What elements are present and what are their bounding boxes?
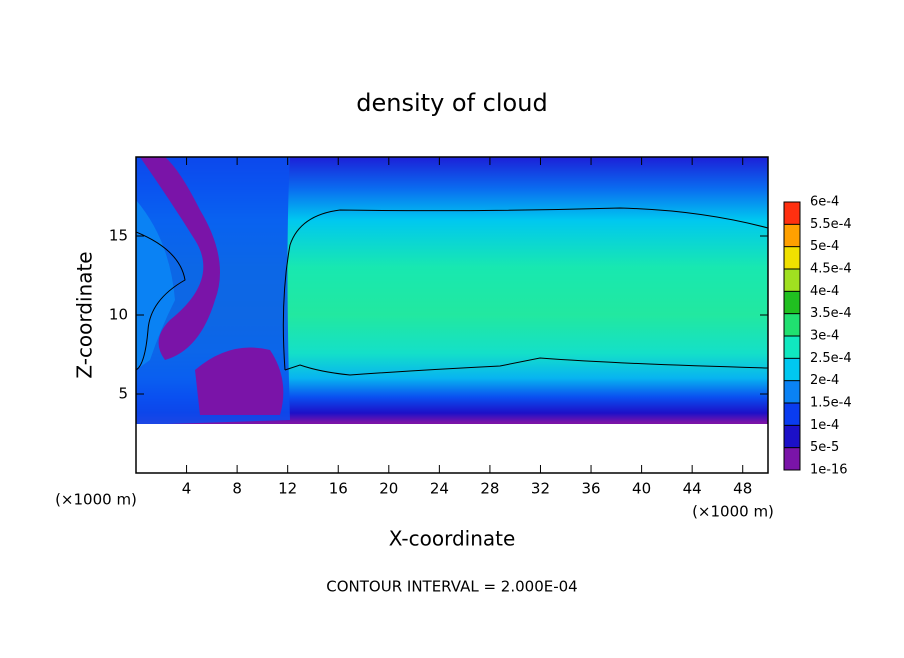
colorbar-label: 6e-4 (810, 195, 839, 210)
x-axis-label: X-coordinate (389, 527, 516, 551)
x-tick-label: 12 (278, 480, 297, 498)
colorbar-label: 3e-4 (810, 329, 839, 344)
y-tick-label: 5 (118, 385, 128, 403)
contour-line (282, 207, 768, 371)
x-tick-label: 32 (531, 480, 550, 498)
x-tick-label: 4 (182, 480, 192, 498)
colorbar-band (784, 380, 800, 403)
field-empty (136, 424, 768, 473)
y-tick-label: 15 (109, 227, 128, 245)
x-tick-label: 44 (683, 480, 702, 498)
colorbar-band (784, 202, 800, 225)
x-tick-label: 28 (480, 480, 499, 498)
colorbar-label: 4.5e-4 (810, 262, 852, 277)
colorbar-label: 2e-4 (810, 373, 839, 388)
colorbar-band (784, 291, 800, 314)
colorbar-band (784, 269, 800, 292)
colorbar-label: 1.5e-4 (810, 396, 852, 411)
colorbar-band (784, 313, 800, 336)
contour-line (136, 231, 186, 371)
colorbar-label: 5.5e-4 (810, 217, 852, 232)
x-tick-label: 20 (379, 480, 398, 498)
colorbar-band (784, 336, 800, 359)
plume (140, 157, 220, 360)
footer: CONTOUR INTERVAL = 2.000E-04 (326, 578, 577, 596)
x-tick-label: 24 (430, 480, 449, 498)
x-tick-label: 36 (581, 480, 600, 498)
x-tick-label: 8 (232, 480, 242, 498)
x-unit-label: (×1000 m) (55, 491, 137, 509)
colorbar-band (784, 447, 800, 470)
x-tick-label: 48 (733, 480, 752, 498)
y-tick-label: 10 (109, 306, 128, 324)
x-unit-label: (×1000 m) (692, 503, 774, 521)
x-tick-label: 16 (329, 480, 348, 498)
colorbar-label: 1e-16 (810, 463, 848, 478)
colorbar-band (784, 246, 800, 269)
colorbar-label: 2.5e-4 (810, 351, 852, 366)
colorbar-label: 5e-4 (810, 239, 839, 254)
colorbar-label: 1e-4 (810, 418, 839, 433)
y-axis-label: Z-coordinate (73, 251, 97, 378)
field-left-light (136, 200, 175, 370)
contour-field (136, 157, 768, 473)
x-tick-label: 40 (632, 480, 651, 498)
colorbar-label: 3.5e-4 (810, 306, 852, 321)
colorbar-band (784, 403, 800, 426)
contour-line (284, 357, 768, 376)
colorbar-band (784, 358, 800, 381)
chart-title: density of cloud (356, 89, 547, 117)
colorbar-label: 5e-5 (810, 440, 839, 455)
colorbar-band (784, 425, 800, 448)
plume-base (195, 347, 284, 415)
colorbar-label: 4e-4 (810, 284, 839, 299)
colorbar-band (784, 224, 800, 247)
